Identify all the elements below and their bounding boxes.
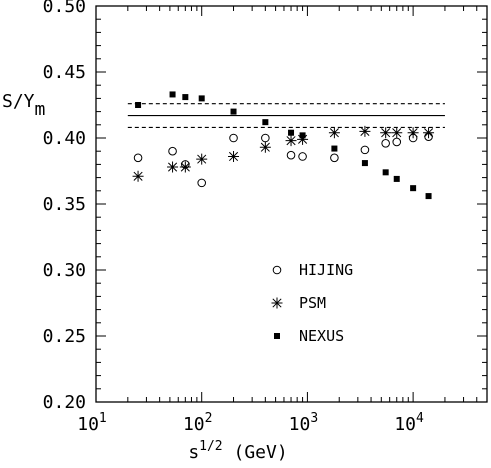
psm-point (259, 141, 271, 153)
psm-point (328, 127, 340, 139)
psm-point (391, 127, 403, 139)
y-tick-label: 0.35 (43, 194, 86, 215)
nexus-point (410, 185, 417, 192)
reference-lines (127, 103, 445, 128)
legend-marker-nexus (274, 333, 280, 339)
psm-point (228, 150, 240, 162)
legend-label-psm: PSM (299, 294, 326, 312)
legend-label-nexus: NEXUS (299, 327, 344, 345)
psm-point (167, 161, 179, 173)
hijing-point (197, 178, 207, 188)
tick-labels: 0.20 0.25 0.30 0.35 0.40 0.45 0.50 101 102 103 104 (43, 0, 424, 435)
hijing-point (360, 145, 370, 155)
psm-point (196, 153, 208, 165)
data-marks (132, 91, 435, 200)
x-tick-label: 101 (77, 411, 107, 435)
nexus-point (361, 160, 368, 167)
psm-point (179, 161, 191, 173)
y-tick-label: 0.20 (43, 392, 86, 413)
nexus-point (135, 102, 142, 108)
plot-frame (95, 5, 488, 403)
psm-point (285, 135, 297, 147)
legend-marker-psm (271, 297, 283, 309)
hijing-point (229, 133, 238, 143)
psm-point (359, 125, 371, 137)
axis-ticks (95, 5, 488, 403)
legend: HIJING PSM NEXUS (271, 261, 353, 345)
nexus-point (169, 91, 176, 98)
psm-point (297, 133, 309, 145)
psm-point (132, 170, 144, 182)
legend-marker-hijing (272, 265, 282, 275)
nexus-point (198, 95, 205, 102)
nexus-point (262, 119, 269, 126)
psm-point (423, 127, 435, 139)
hijing-point (381, 138, 390, 148)
y-tick-label: 0.45 (43, 62, 86, 83)
x-tick-label: 102 (183, 411, 213, 435)
nexus-point (382, 169, 389, 176)
hijing-point (168, 146, 177, 156)
hijing-point (133, 153, 143, 163)
nexus-point (182, 94, 189, 101)
hijing-point (261, 133, 270, 143)
nexus-point (288, 129, 295, 136)
x-tick-label: 103 (289, 411, 319, 435)
nexus-point (393, 175, 400, 182)
psm-point (380, 127, 392, 139)
nexus-point (425, 193, 432, 200)
y-tick-label: 0.40 (43, 128, 86, 149)
y-tick-label: 0.50 (43, 0, 86, 17)
nexus-point (331, 145, 338, 152)
hijing-point (298, 152, 307, 161)
x-tick-label: 104 (394, 411, 424, 435)
x-axis-label: s1/2 (GeV) (188, 439, 287, 463)
hijing-point (330, 153, 339, 163)
y-tick-label: 0.25 (43, 326, 86, 347)
nexus-point (299, 132, 306, 139)
y-axis-label: S/Ym (2, 91, 45, 120)
legend-label-hijing: HIJING (299, 261, 353, 279)
nexus-point (230, 108, 237, 115)
hijing-point (392, 137, 402, 147)
y-tick-label: 0.30 (43, 260, 86, 281)
psm-point (407, 127, 419, 139)
hijing-point (286, 150, 296, 160)
